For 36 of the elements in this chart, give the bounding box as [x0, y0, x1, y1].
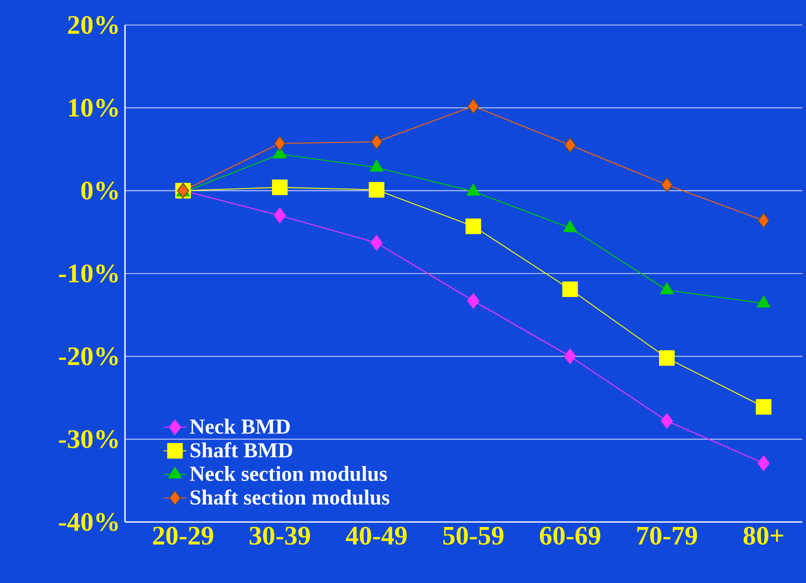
- point: [758, 455, 770, 471]
- y-tick-label: -30%: [59, 430, 118, 448]
- point: [467, 98, 480, 114]
- point: [368, 182, 384, 198]
- point: [466, 218, 482, 234]
- x-tick-label: 50-59: [443, 526, 504, 545]
- y-tick-label: -10%: [59, 264, 118, 283]
- y-tick-label: 0%: [81, 182, 118, 200]
- point: [274, 136, 286, 152]
- legend-label: Neck BMD: [190, 418, 290, 434]
- point: [659, 350, 675, 366]
- legend-label: Shaft BMD: [190, 442, 292, 458]
- y-tick-label: 20%: [68, 16, 118, 34]
- x-tick-label: 80+: [744, 526, 784, 545]
- y-tick-label: 10%: [69, 98, 118, 117]
- point: [274, 208, 286, 224]
- x-tick-label: 20-29: [153, 526, 214, 545]
- legend-label: Neck section modulus: [190, 466, 387, 482]
- point: [370, 134, 383, 150]
- point: [758, 212, 770, 228]
- point: [660, 413, 673, 429]
- x-tick-label: 70-79: [637, 526, 697, 545]
- legend-label: Shaft section modulus: [190, 489, 390, 505]
- point: [467, 293, 480, 309]
- x-tick-label: 30-39: [250, 526, 310, 545]
- point: [370, 235, 383, 251]
- x-tick-label: 60-69: [540, 526, 600, 545]
- point: [564, 137, 576, 153]
- point: [660, 177, 673, 193]
- point: [756, 399, 772, 415]
- x-tick-label: 40-49: [346, 526, 407, 545]
- point: [564, 348, 576, 364]
- y-tick-label: -40%: [59, 512, 118, 532]
- point: [272, 180, 288, 196]
- y-tick-label: -20%: [59, 347, 118, 366]
- point: [562, 281, 578, 298]
